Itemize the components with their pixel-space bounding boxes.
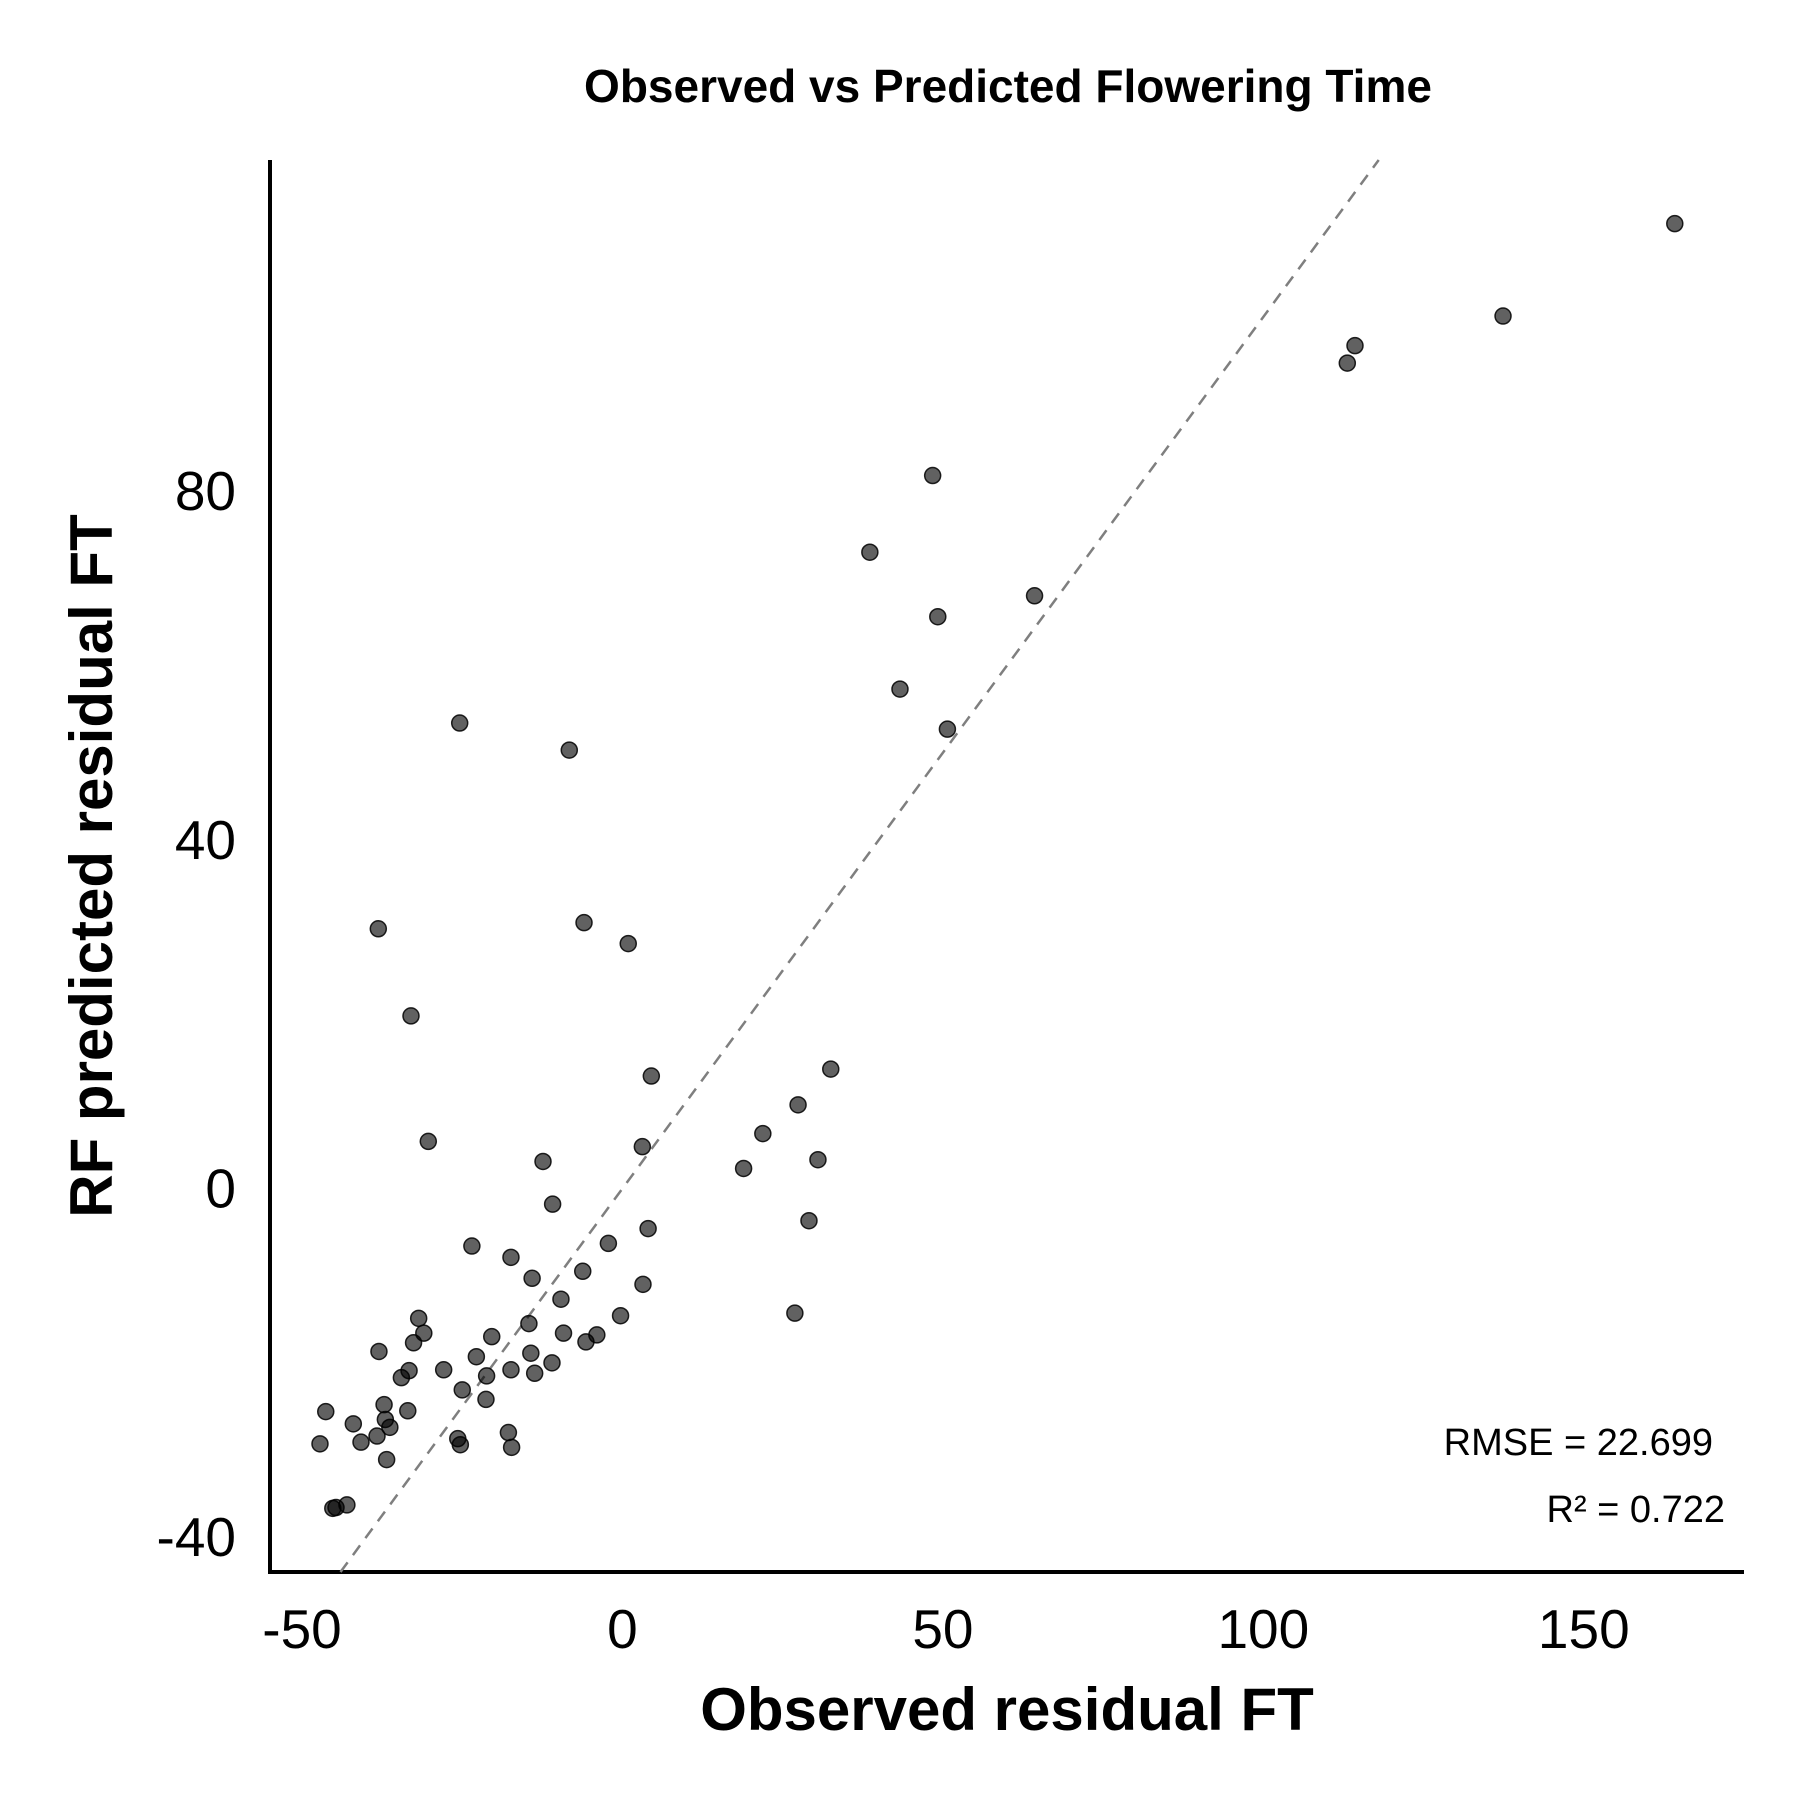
data-point: [368, 1427, 386, 1445]
data-point: [522, 1344, 540, 1362]
y-tick-label: -40: [157, 1506, 237, 1568]
identity-reference-line: [339, 159, 1380, 1573]
x-tick-label: 100: [1217, 1598, 1309, 1660]
data-point: [1025, 587, 1044, 605]
data-point: [575, 913, 593, 932]
data-point: [477, 1367, 496, 1385]
data-point: [543, 1354, 561, 1372]
data-point: [409, 1309, 428, 1328]
data-point: [525, 1364, 544, 1383]
data-points: [311, 214, 1684, 1518]
data-point: [923, 466, 942, 485]
data-point: [402, 1007, 420, 1025]
data-point: [463, 1237, 481, 1255]
x-tick-labels: -50 0 50 100 150: [262, 1598, 1629, 1660]
data-point: [534, 1152, 552, 1171]
data-point: [822, 1060, 840, 1078]
data-point: [419, 1132, 438, 1151]
y-tick-labels: -40 0 40 80: [157, 460, 237, 1568]
data-point: [573, 1262, 592, 1281]
data-point: [611, 1306, 630, 1325]
data-point: [1338, 354, 1357, 372]
data-point: [399, 1402, 417, 1420]
data-point: [1494, 307, 1512, 325]
y-tick-label: 0: [205, 1157, 236, 1219]
data-point: [929, 607, 947, 626]
data-point: [311, 1435, 329, 1453]
data-point: [499, 1423, 518, 1442]
data-point: [786, 1304, 804, 1322]
x-tick-label: 0: [607, 1598, 638, 1660]
data-point: [554, 1324, 573, 1342]
data-point: [560, 741, 579, 759]
data-point: [453, 1381, 472, 1399]
data-point: [800, 1211, 818, 1230]
data-point: [577, 1333, 595, 1351]
data-point: [451, 1435, 470, 1454]
data-point: [317, 1402, 335, 1421]
data-point: [1346, 336, 1364, 355]
data-point: [619, 934, 637, 953]
data-point: [404, 1334, 423, 1352]
chart-title: Observed vs Predicted Flowering Time: [584, 60, 1432, 112]
data-point: [543, 1195, 562, 1213]
data-point: [392, 1368, 411, 1387]
x-tick-label: -50: [262, 1598, 342, 1660]
data-point: [639, 1219, 657, 1238]
data-point: [1666, 214, 1684, 233]
y-tick-label: 80: [175, 460, 236, 522]
data-point: [634, 1275, 652, 1294]
data-point: [352, 1433, 370, 1451]
data-point: [381, 1418, 399, 1437]
data-point: [633, 1137, 652, 1156]
x-tick-label: 50: [912, 1598, 973, 1660]
data-point: [369, 920, 388, 938]
data-point: [599, 1234, 618, 1253]
x-tick-label: 150: [1538, 1598, 1630, 1660]
data-point: [344, 1415, 363, 1433]
data-point: [754, 1124, 772, 1143]
data-point: [861, 543, 879, 561]
x-axis-title: Observed residual FT: [700, 1676, 1314, 1743]
data-point: [552, 1290, 570, 1308]
data-point: [482, 1327, 501, 1346]
reference-line-layer: [339, 159, 1380, 1573]
data-point: [502, 1361, 520, 1379]
data-point: [734, 1159, 753, 1178]
data-point: [789, 1096, 807, 1114]
data-point: [477, 1390, 495, 1409]
data-point: [375, 1395, 393, 1414]
r2-annotation: R² = 0.722: [1547, 1489, 1726, 1531]
data-point: [809, 1150, 827, 1169]
data-point: [434, 1361, 453, 1379]
data-point: [938, 720, 957, 738]
data-point: [523, 1269, 541, 1288]
data-point: [377, 1450, 396, 1469]
rmse-annotation: RMSE = 22.699: [1444, 1422, 1713, 1464]
data-point: [467, 1347, 486, 1366]
data-point: [502, 1248, 520, 1267]
data-point: [520, 1314, 538, 1333]
data-point: [891, 680, 909, 698]
y-axis-title: RF predicted residual FT: [58, 514, 125, 1217]
y-tick-label: 40: [175, 809, 236, 871]
data-point: [450, 714, 469, 732]
data-point: [502, 1438, 521, 1457]
data-point: [370, 1342, 388, 1361]
data-point: [642, 1067, 661, 1085]
data-point: [324, 1499, 342, 1518]
